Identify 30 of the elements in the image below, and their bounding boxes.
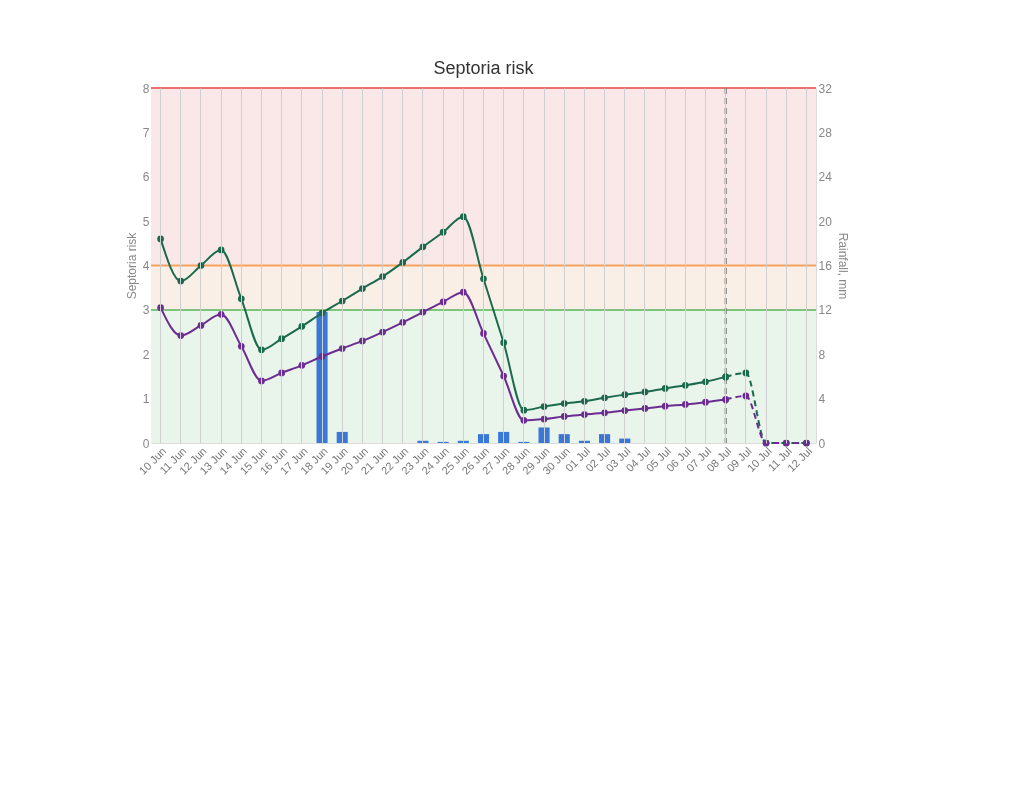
- point: [258, 377, 265, 385]
- bar: [599, 434, 611, 443]
- y-tick-label: 8: [142, 81, 150, 96]
- bar: [558, 434, 570, 443]
- y-tick-label: 1: [142, 392, 150, 407]
- y-tick-label: 0: [142, 436, 150, 451]
- y-tick-label: 3: [142, 303, 150, 318]
- bar: [477, 434, 490, 443]
- y-tick-label: 5: [142, 214, 150, 229]
- bar: [538, 427, 550, 443]
- y-axis-title: Septoria risk: [124, 231, 139, 300]
- y2-tick-label: 32: [818, 81, 833, 96]
- y2-axis-title: Rainfall, mm: [835, 232, 850, 300]
- point: [702, 398, 709, 406]
- y2-tick-label: 20: [818, 214, 833, 229]
- y2-tick-label: 4: [818, 392, 826, 407]
- point: [560, 400, 568, 407]
- bar: [316, 312, 328, 443]
- chart-title: Septoria risk: [433, 58, 535, 78]
- y2-tick-label: 0: [818, 436, 826, 451]
- point: [379, 328, 386, 336]
- y2-tick-label: 8: [818, 347, 826, 362]
- y-tick-label: 2: [142, 347, 150, 362]
- y-tick-label: 7: [142, 125, 150, 140]
- y2-tick-label: 28: [818, 125, 833, 140]
- y2-tick-label: 12: [818, 303, 833, 318]
- y-tick-label: 6: [142, 170, 150, 185]
- y2-tick-label: 16: [818, 259, 833, 273]
- y-tick-label: 4: [142, 259, 150, 273]
- y2-tick-label: 24: [818, 170, 833, 185]
